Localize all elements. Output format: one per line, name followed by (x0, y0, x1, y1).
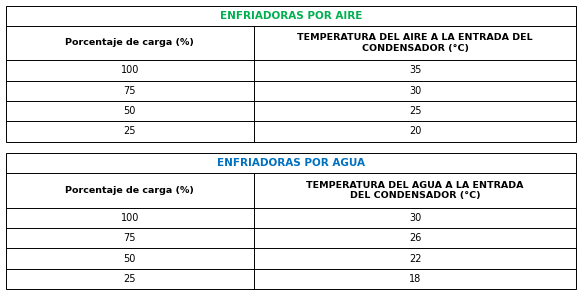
Text: 20: 20 (409, 127, 421, 136)
Text: 50: 50 (124, 106, 136, 116)
Text: 100: 100 (120, 65, 139, 75)
Text: 26: 26 (409, 233, 421, 243)
Text: 25: 25 (123, 274, 136, 284)
Text: ENFRIADORAS POR AGUA: ENFRIADORAS POR AGUA (217, 158, 365, 168)
Text: ENFRIADORAS POR AIRE: ENFRIADORAS POR AIRE (220, 11, 362, 21)
Text: Porcentaje de carga (%): Porcentaje de carga (%) (65, 38, 194, 47)
Text: 25: 25 (123, 127, 136, 136)
Text: 50: 50 (124, 254, 136, 263)
Text: 18: 18 (409, 274, 421, 284)
Text: 35: 35 (409, 65, 421, 75)
Text: 25: 25 (409, 106, 421, 116)
Text: Porcentaje de carga (%): Porcentaje de carga (%) (65, 186, 194, 195)
Text: 30: 30 (409, 86, 421, 96)
Text: 100: 100 (120, 213, 139, 223)
Text: 75: 75 (123, 233, 136, 243)
Text: TEMPERATURA DEL AIRE A LA ENTRADA DEL
CONDENSADOR (°C): TEMPERATURA DEL AIRE A LA ENTRADA DEL CO… (297, 33, 533, 53)
Text: 75: 75 (123, 86, 136, 96)
Text: 30: 30 (409, 213, 421, 223)
Text: 22: 22 (409, 254, 421, 263)
Text: TEMPERATURA DEL AGUA A LA ENTRADA
DEL CONDENSADOR (°C): TEMPERATURA DEL AGUA A LA ENTRADA DEL CO… (306, 181, 524, 200)
